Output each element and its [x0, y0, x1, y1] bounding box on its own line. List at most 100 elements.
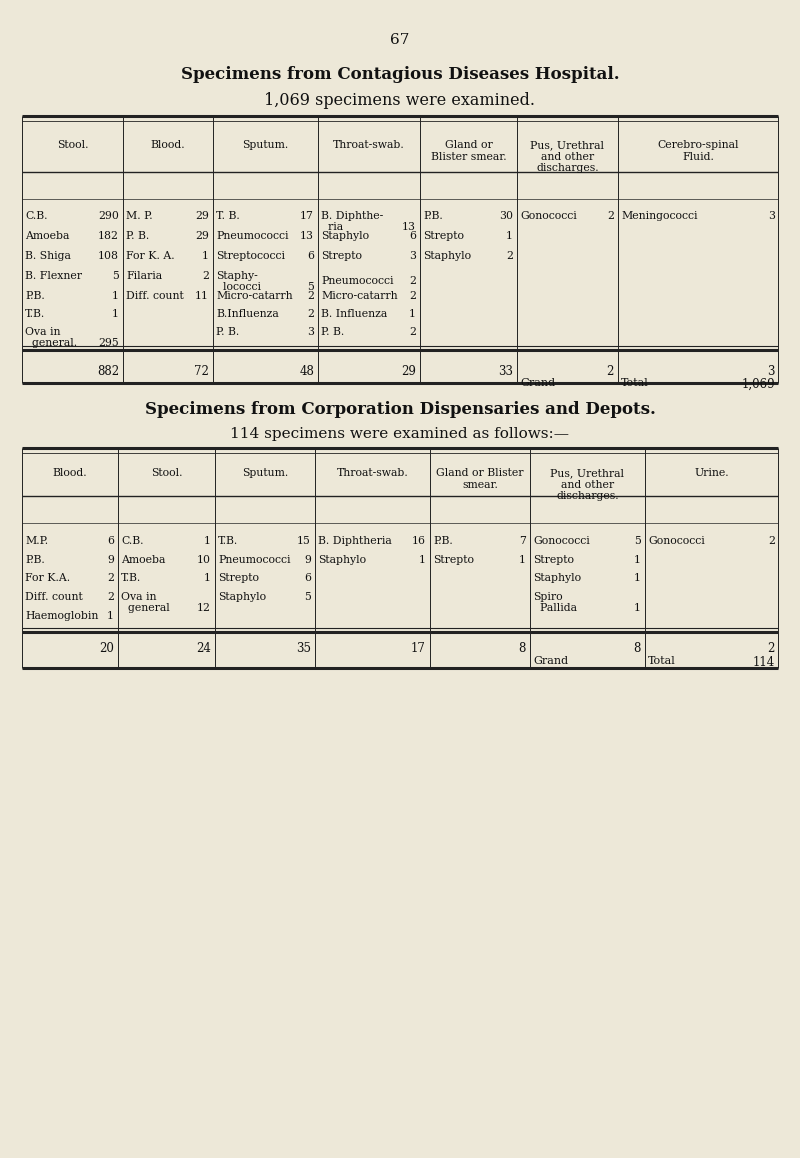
Text: 15: 15 — [297, 536, 311, 547]
Text: Throat-swab.: Throat-swab. — [337, 468, 408, 478]
Text: For K.A.: For K.A. — [25, 573, 70, 582]
Text: T.B.: T.B. — [218, 536, 238, 547]
Text: 3: 3 — [307, 327, 314, 337]
Text: Stool.: Stool. — [57, 140, 88, 151]
Text: Gonococci: Gonococci — [648, 536, 705, 547]
Text: Sputum.: Sputum. — [242, 140, 289, 151]
Text: 5: 5 — [634, 536, 641, 547]
Text: Meningococci: Meningococci — [621, 211, 698, 221]
Text: Staphylo: Staphylo — [423, 251, 471, 261]
Text: Staphylo: Staphylo — [218, 592, 266, 602]
Text: Pneumococci: Pneumococci — [216, 230, 289, 241]
Text: 11: 11 — [195, 291, 209, 301]
Text: P.B.: P.B. — [433, 536, 453, 547]
Text: For K. A.: For K. A. — [126, 251, 174, 261]
Text: Urine.: Urine. — [694, 468, 729, 478]
Text: 5: 5 — [304, 592, 311, 602]
Text: 33: 33 — [498, 365, 513, 378]
Text: 6: 6 — [304, 573, 311, 582]
Text: M.P.: M.P. — [25, 536, 48, 547]
Text: 290: 290 — [98, 211, 119, 221]
Text: Pus, Urethral
and other
discharges.: Pus, Urethral and other discharges. — [550, 468, 625, 501]
Text: 13: 13 — [300, 230, 314, 241]
Text: P. B.: P. B. — [126, 230, 150, 241]
Text: Grand: Grand — [533, 655, 568, 666]
Text: 9: 9 — [107, 555, 114, 565]
Text: 48: 48 — [299, 365, 314, 378]
Text: Ova in: Ova in — [25, 327, 61, 337]
Text: Gland or
Blister smear.: Gland or Blister smear. — [430, 140, 506, 162]
Text: B. Flexner: B. Flexner — [25, 271, 82, 281]
Text: T.B.: T.B. — [121, 573, 142, 582]
Text: Total: Total — [621, 378, 649, 388]
Text: P. B.: P. B. — [216, 327, 239, 337]
Text: C.B.: C.B. — [25, 211, 47, 221]
Text: 2: 2 — [768, 642, 775, 655]
Text: 29: 29 — [401, 365, 416, 378]
Text: Amoeba: Amoeba — [25, 230, 70, 241]
Text: Amoeba: Amoeba — [121, 555, 166, 565]
Text: 8: 8 — [634, 642, 641, 655]
Text: 1: 1 — [634, 555, 641, 565]
Text: 9: 9 — [304, 555, 311, 565]
Text: Sputum.: Sputum. — [242, 468, 288, 478]
Text: B. Diphthe-: B. Diphthe- — [321, 211, 383, 221]
Text: 1: 1 — [204, 573, 211, 582]
Text: P.B.: P.B. — [25, 291, 45, 301]
Text: 2: 2 — [506, 251, 513, 261]
Text: 2: 2 — [768, 536, 775, 547]
Text: 29: 29 — [195, 211, 209, 221]
Text: 3: 3 — [767, 365, 775, 378]
Text: Micro-catarrh: Micro-catarrh — [321, 291, 398, 301]
Text: 1: 1 — [634, 573, 641, 582]
Text: Stool.: Stool. — [150, 468, 182, 478]
Text: Diff. count: Diff. count — [126, 291, 184, 301]
Text: Gonococci: Gonococci — [533, 536, 590, 547]
Text: lococci: lococci — [216, 283, 261, 292]
Text: P. B.: P. B. — [321, 327, 344, 337]
Text: Staphylo: Staphylo — [533, 573, 581, 582]
Text: 30: 30 — [499, 211, 513, 221]
Text: Staphy-: Staphy- — [216, 271, 258, 281]
Text: 1: 1 — [634, 603, 641, 613]
Text: Strepto: Strepto — [433, 555, 474, 565]
Text: Blood.: Blood. — [53, 468, 87, 478]
Text: Ova in: Ova in — [121, 592, 157, 602]
Text: 1,069 specimens were examined.: 1,069 specimens were examined. — [265, 91, 535, 109]
Text: 17: 17 — [411, 642, 426, 655]
Text: Gland or Blister
smear.: Gland or Blister smear. — [436, 468, 524, 490]
Text: 114: 114 — [753, 655, 775, 669]
Text: 3: 3 — [768, 211, 775, 221]
Text: 114 specimens were examined as follows:—: 114 specimens were examined as follows:— — [230, 427, 570, 441]
Text: 13: 13 — [402, 222, 416, 232]
Text: 17: 17 — [300, 211, 314, 221]
Text: 2: 2 — [606, 365, 614, 378]
Text: 2: 2 — [107, 573, 114, 582]
Text: 3: 3 — [409, 251, 416, 261]
Text: M. P.: M. P. — [126, 211, 153, 221]
Text: 35: 35 — [296, 642, 311, 655]
Text: 882: 882 — [97, 365, 119, 378]
Text: 5: 5 — [307, 283, 314, 292]
Text: T.B.: T.B. — [25, 309, 46, 318]
Text: 29: 29 — [195, 230, 209, 241]
Text: general: general — [121, 603, 170, 613]
Text: Pus, Urethral
and other
discharges.: Pus, Urethral and other discharges. — [530, 140, 605, 174]
Text: 2: 2 — [409, 291, 416, 301]
Text: Strepto: Strepto — [423, 230, 464, 241]
Text: 182: 182 — [98, 230, 119, 241]
Text: 1,069: 1,069 — [742, 378, 775, 391]
Text: 6: 6 — [409, 230, 416, 241]
Text: C.B.: C.B. — [121, 536, 143, 547]
Text: 12: 12 — [197, 603, 211, 613]
Text: Strepto: Strepto — [218, 573, 259, 582]
Text: 2: 2 — [107, 592, 114, 602]
Text: ria: ria — [321, 222, 343, 232]
Text: 1: 1 — [202, 251, 209, 261]
Text: 1: 1 — [506, 230, 513, 241]
Text: general.: general. — [25, 338, 77, 349]
Text: 7: 7 — [519, 536, 526, 547]
Text: 67: 67 — [390, 32, 410, 47]
Text: B. Influenza: B. Influenza — [321, 309, 387, 318]
Text: Pneumococci: Pneumococci — [218, 555, 290, 565]
